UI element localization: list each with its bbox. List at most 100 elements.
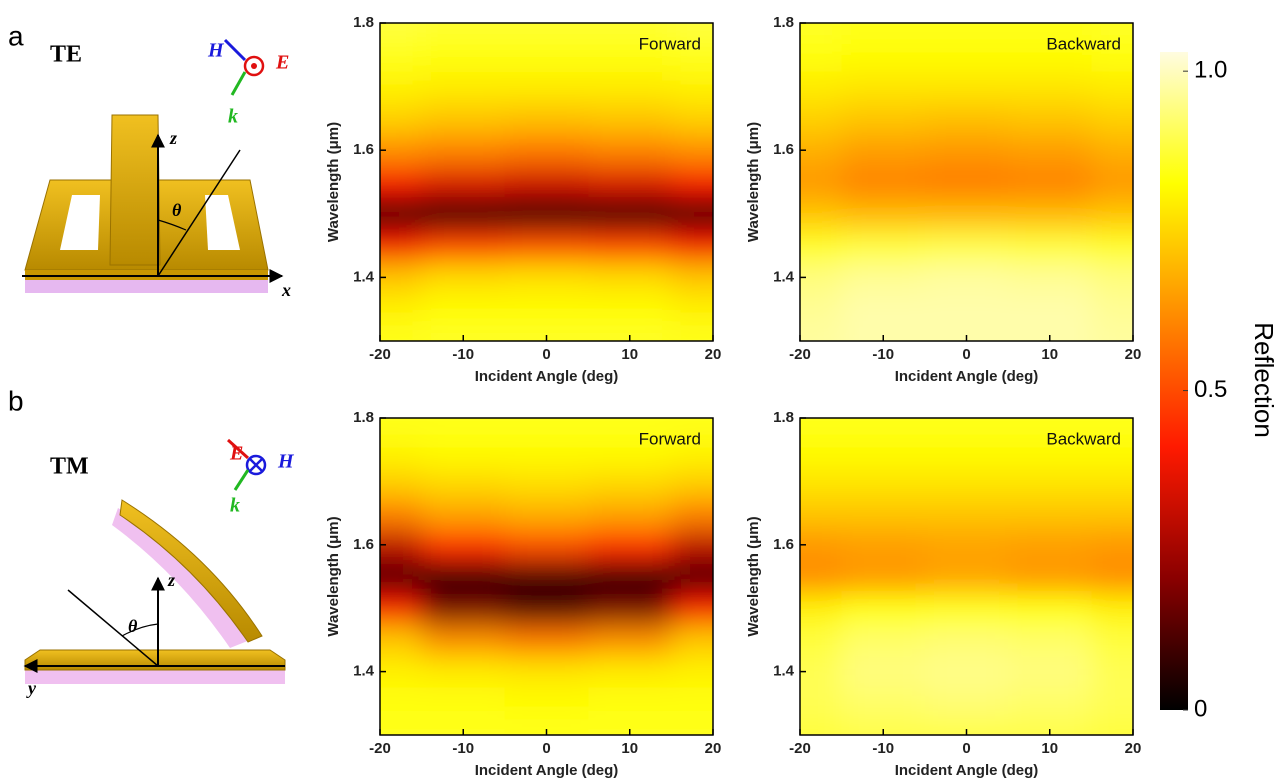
heatmap-cell (671, 418, 713, 435)
heatmap-area (380, 23, 713, 341)
x-tick-label: 10 (621, 346, 638, 363)
heatmap-area (380, 418, 713, 735)
heatmap-cell (841, 70, 926, 103)
heatmap-cell (421, 38, 506, 72)
pillar (109, 114, 161, 266)
heatmap-cell (671, 497, 713, 530)
heatmap-cell (1008, 624, 1092, 657)
field-h: H (207, 40, 225, 62)
slot (60, 195, 100, 250)
heatmap-cell (504, 166, 589, 199)
colorbar-tick-label: 0.5 (1194, 376, 1227, 403)
heatmap-cell (671, 166, 713, 199)
heatmap-cell (588, 624, 672, 657)
heatmap-cell (504, 229, 589, 262)
y-tick-label: 1.4 (773, 663, 795, 680)
colorbar-label: Reflection (1249, 322, 1279, 438)
incidence-line (67, 589, 159, 667)
heatmap-cell (841, 38, 926, 72)
heatmap-cell (421, 166, 506, 199)
heatmap-cell (1008, 134, 1092, 167)
heatmap-cell (588, 134, 672, 167)
heatmap-area (800, 23, 1133, 341)
cantilever-under (112, 508, 250, 648)
heatmap-cell (1008, 261, 1092, 294)
heatmap-cell (671, 592, 713, 625)
heatmap-cell (504, 325, 589, 341)
heatmap-cell (841, 592, 926, 625)
heatmap-cell (800, 325, 843, 341)
heatmap-cell (924, 325, 1009, 341)
y-tick-label: 1.6 (773, 141, 794, 158)
heatmap-cell (1091, 528, 1133, 562)
heatmap-cell (588, 229, 672, 262)
panel-label: b (8, 385, 24, 416)
heatmap-cell (380, 166, 423, 199)
heatmap-cell (671, 528, 713, 562)
heatmap-cell (841, 687, 926, 720)
k-arrow (230, 71, 247, 96)
heatmap-cell (588, 465, 672, 498)
heatmap-cell (588, 38, 672, 72)
heatmap-cell (671, 293, 713, 326)
heatmap-cell (841, 325, 926, 341)
heatmap-cell (924, 528, 1009, 562)
x-axis-label: Incident Angle (deg) (895, 762, 1039, 779)
heatmap-cell (380, 261, 423, 294)
y-tick-label: 1.8 (353, 409, 374, 426)
heatmap-cell (421, 465, 506, 498)
heatmap-cell (841, 134, 926, 167)
heatmap-cell (1008, 528, 1092, 562)
heatmap-cell (1091, 719, 1133, 735)
schematic-b: b TM E H k z y θ (8, 385, 295, 698)
heatmap-cell (504, 433, 589, 467)
y-tick-label: 1.4 (773, 268, 795, 285)
heatmap-cell (924, 229, 1009, 262)
heatmap-cell (1091, 102, 1133, 135)
heatmap-cell (380, 134, 423, 167)
heatmap-cell (1091, 418, 1133, 435)
heatmap-cell (421, 293, 506, 326)
field-e: E (229, 443, 243, 465)
heatmap-cell (421, 592, 506, 625)
heatmap-cell (588, 166, 672, 199)
x-tick-label: 20 (1125, 346, 1142, 363)
heatmap-cell (1091, 261, 1133, 294)
heatmap-cell (504, 70, 589, 103)
heatmap-cell (380, 23, 423, 40)
mode-label: TM (50, 454, 89, 480)
x-tick-label: -20 (789, 740, 811, 757)
heatmap-cell (504, 655, 589, 688)
field-h: H (277, 451, 295, 473)
heatmap-cell (800, 229, 843, 262)
heatmap-cell (841, 293, 926, 326)
heatmap-cell (1008, 23, 1092, 40)
heatmap-cell (380, 325, 423, 341)
heatmap-cell (671, 197, 713, 231)
heatmap-cell (504, 465, 589, 498)
x-tick-label: -20 (369, 740, 391, 757)
heatmap-cell (588, 418, 672, 435)
y-tick-label: 1.8 (353, 14, 374, 31)
heatmap-cell (588, 197, 672, 231)
x-tick-label: 0 (542, 740, 550, 757)
heatmap-cell (924, 134, 1009, 167)
heatmap-cell (1091, 560, 1133, 593)
heatmap-cell (841, 465, 926, 498)
heatmap-cell (671, 433, 713, 467)
heatmap-cell (421, 23, 506, 40)
heatmap-cell (380, 38, 423, 72)
heatmap-cell (421, 325, 506, 341)
heatmap-cell (1008, 102, 1092, 135)
heatmap-cell (1091, 624, 1133, 657)
heatmap-cell (841, 23, 926, 40)
heatmap-cell (588, 23, 672, 40)
heatmap-cell (841, 418, 926, 435)
heatmap-cell (380, 293, 423, 326)
heatmap-cell (1008, 560, 1092, 593)
heatmap-cell (671, 687, 713, 720)
heatmap-cell (841, 719, 926, 735)
heatmap-cell (504, 293, 589, 326)
h-symbol-cross (249, 458, 263, 472)
